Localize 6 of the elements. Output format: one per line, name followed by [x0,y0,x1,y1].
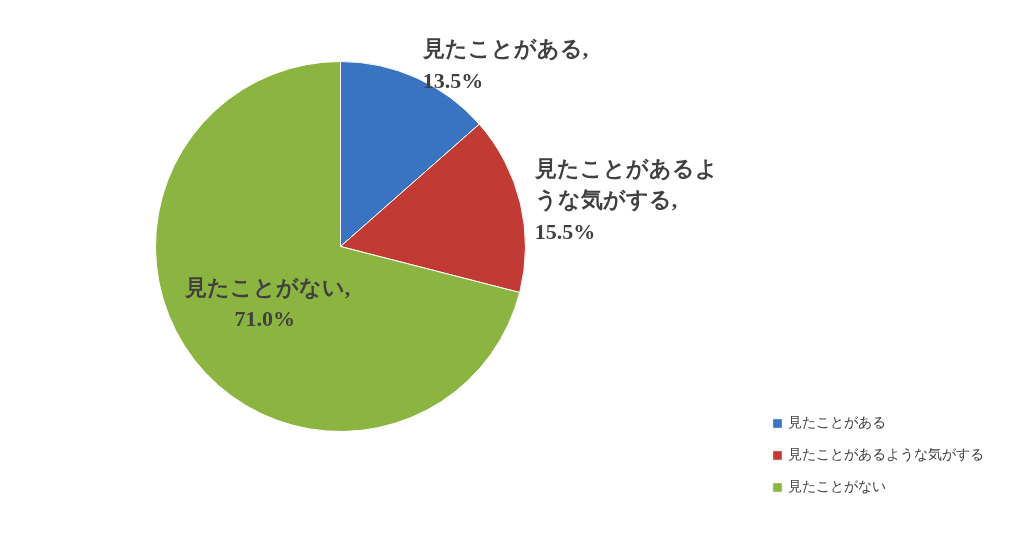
data-label: 見たことがある, 13.5% [421,36,589,93]
data-label: 見たことがない, 71.0% [183,275,351,332]
data-label: 見たことがあるような気がする, 15.5% [533,156,718,244]
legend-label: 見たことがない [788,478,886,496]
legend-label: 見たことがあるような気がする [788,446,984,464]
legend-label: 見たことがある [788,414,886,432]
